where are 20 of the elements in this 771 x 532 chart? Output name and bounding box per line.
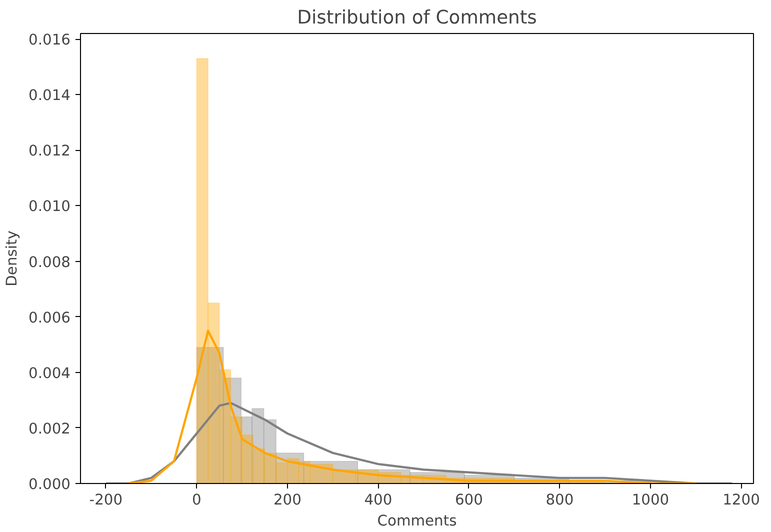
x-tick-label: -200 bbox=[89, 492, 123, 508]
y-axis-title: Density bbox=[4, 230, 21, 286]
y-tick-label: 0.012 bbox=[28, 142, 71, 160]
x-tick-label: 1000 bbox=[632, 492, 670, 508]
y-tick-label: 0.008 bbox=[28, 254, 71, 271]
y-tick-label: 0.006 bbox=[28, 309, 71, 326]
y-tick-label: 0.010 bbox=[28, 198, 71, 216]
x-axis-title: Comments bbox=[377, 512, 457, 530]
chart-title: Distribution of Comments bbox=[297, 8, 537, 28]
x-tick-label: 800 bbox=[546, 492, 574, 508]
x-tick-label: 200 bbox=[273, 492, 302, 508]
y-tick-label: 0.014 bbox=[28, 87, 71, 104]
x-tick-label: 400 bbox=[364, 492, 392, 508]
y-tick-label: 0.000 bbox=[28, 476, 71, 493]
x-tick-label: 1200 bbox=[722, 492, 760, 508]
y-tick-label: 0.002 bbox=[28, 420, 71, 438]
x-tick-label: 600 bbox=[454, 492, 483, 508]
y-tick-label: 0.004 bbox=[28, 364, 71, 382]
x-tick-label: 0 bbox=[192, 492, 202, 508]
y-tick-label: 0.016 bbox=[28, 32, 71, 49]
